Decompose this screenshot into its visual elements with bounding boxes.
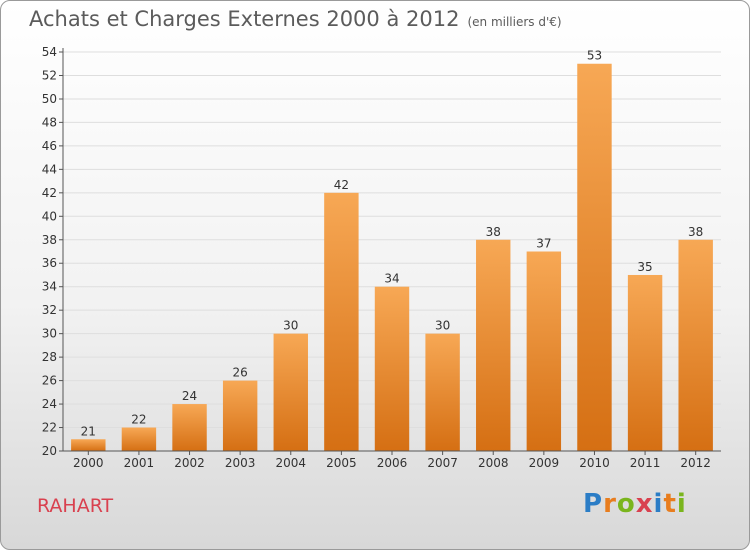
y-tick-label: 50 [42, 92, 57, 106]
bar-value-label: 37 [536, 237, 551, 251]
y-tick-label: 34 [42, 280, 57, 294]
x-tick-label: 2001 [124, 456, 155, 470]
proxiti-logo: Proxiti [583, 489, 687, 519]
axes: 20 22 24 26 28 30 32 34 36 38 40 42 44 46 48 50 52 54 [42, 45, 721, 458]
logo-letter: r [603, 489, 617, 519]
logo-letter: t [663, 489, 677, 519]
bar [121, 427, 157, 451]
y-tick-label: 26 [42, 374, 57, 388]
y-tick-label: 36 [42, 256, 57, 270]
x-tick-label: 2009 [529, 456, 560, 470]
bar [273, 333, 308, 451]
bar [374, 286, 410, 451]
y-tick-label: 30 [42, 327, 57, 341]
x-tick-label: 2008 [478, 456, 509, 470]
bar [627, 274, 663, 451]
y-tick-label: 52 [42, 68, 57, 82]
bar [425, 333, 460, 451]
bar-value-label: 24 [182, 389, 197, 403]
x-tick-label: 2011 [630, 456, 661, 470]
bar [526, 251, 562, 451]
bar [71, 439, 106, 451]
x-tick-label: 2006 [377, 456, 408, 470]
logo-letter: x [635, 489, 654, 519]
bar-value-label: 38 [688, 225, 703, 239]
bar [222, 380, 258, 451]
y-tick-label: 28 [42, 350, 57, 364]
bar-value-label: 30 [435, 319, 450, 333]
labels: 21 2000 22 2001 24 2002 26 2003 30 2004 42 2005 34 20… [73, 49, 711, 470]
bar-value-label: 42 [334, 178, 349, 192]
y-tick-label: 42 [42, 186, 57, 200]
bar [324, 192, 359, 451]
bar-value-label: 53 [587, 49, 602, 63]
y-tick-label: 40 [42, 209, 57, 223]
bar-value-label: 35 [637, 260, 652, 274]
y-tick-label: 44 [42, 162, 57, 176]
y-tick-label: 48 [42, 115, 57, 129]
x-tick-label: 2004 [275, 456, 306, 470]
bar [577, 63, 612, 452]
y-tick-label: 32 [42, 303, 57, 317]
x-tick-label: 2012 [680, 456, 711, 470]
x-tick-label: 2005 [326, 456, 357, 470]
chart-subtitle: (en milliers d'€) [467, 15, 562, 29]
y-tick-label: 38 [42, 233, 57, 247]
x-tick-label: 2007 [427, 456, 458, 470]
logo-letter: i [653, 489, 664, 519]
logo-letter: P [583, 489, 604, 519]
bar-value-label: 22 [131, 413, 146, 427]
bar-value-label: 21 [81, 424, 96, 438]
bar-value-label: 30 [283, 319, 298, 333]
bar-value-label: 26 [233, 366, 248, 380]
bar-value-label: 34 [384, 272, 399, 286]
x-tick-label: 2000 [73, 456, 104, 470]
chart-title: Achats et Charges Externes 2000 à 2012 (e… [29, 7, 562, 31]
bars [71, 63, 713, 452]
bar [476, 239, 511, 451]
y-tick-label: 22 [42, 421, 57, 435]
x-tick-label: 2002 [174, 456, 205, 470]
bar [678, 239, 713, 451]
y-tick-label: 54 [42, 45, 57, 59]
place-name: RAHART [37, 495, 114, 517]
x-tick-label: 2010 [579, 456, 610, 470]
x-tick-label: 2003 [225, 456, 256, 470]
y-tick-label: 46 [42, 139, 57, 153]
logo-letter: i [676, 489, 687, 519]
logo-letter: o [616, 489, 636, 519]
y-tick-label: 24 [42, 397, 57, 411]
bar [172, 404, 207, 451]
bar-value-label: 38 [486, 225, 501, 239]
y-tick-label: 20 [42, 444, 57, 458]
